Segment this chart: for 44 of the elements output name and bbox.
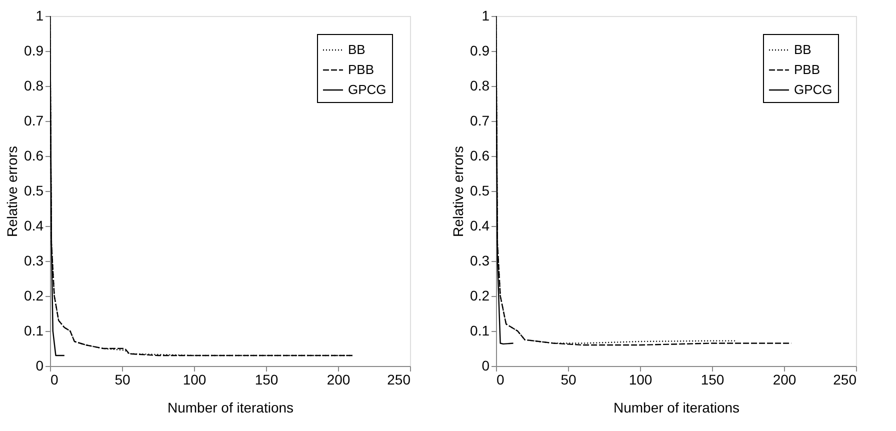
- y-tick-label: 0.4: [470, 218, 490, 234]
- x-tick-label: 0: [50, 372, 58, 388]
- x-tick-label: 200: [326, 372, 350, 388]
- legend-label: GPCG: [348, 82, 386, 97]
- x-tick-label: 150: [254, 372, 278, 388]
- x-axis-title: Number of iterations: [613, 400, 740, 416]
- x-tick-label: 250: [387, 372, 411, 388]
- legend-label: PBB: [348, 62, 374, 77]
- x-tick-label: 50: [560, 372, 576, 388]
- y-tick-label: 0.8: [24, 78, 44, 94]
- x-tick-label: 150: [700, 372, 724, 388]
- y-tick-label: 0.5: [470, 182, 490, 198]
- y-tick-label: 1: [482, 8, 490, 24]
- x-tick-label: 50: [114, 372, 130, 388]
- y-tick-label: 0.1: [470, 322, 490, 338]
- x-axis-title: Number of iterations: [167, 400, 294, 416]
- x-tick-label: 200: [772, 372, 796, 388]
- y-axis-title: Relative errors: [450, 146, 466, 238]
- y-tick-label: 0.3: [470, 252, 490, 268]
- y-tick-label: 0.8: [470, 78, 490, 94]
- y-tick-label: 0.6: [24, 148, 44, 164]
- y-tick-label: 0.4: [24, 218, 44, 234]
- y-tick-label: 0.9: [470, 42, 490, 58]
- y-tick-label: 0.7: [470, 112, 490, 128]
- y-axis-title: Relative errors: [4, 146, 20, 238]
- y-tick-label: 0.5: [24, 182, 44, 198]
- y-tick-label: 0.6: [470, 148, 490, 164]
- x-tick-label: 0: [496, 372, 504, 388]
- y-tick-label: 0.2: [470, 288, 490, 304]
- y-tick-label: 0.7: [24, 112, 44, 128]
- x-tick-label: 100: [182, 372, 206, 388]
- y-tick-label: 0: [36, 358, 44, 374]
- x-tick-label: 100: [628, 372, 652, 388]
- x-tick-label: 250: [833, 372, 857, 388]
- y-tick-label: 0.2: [24, 288, 44, 304]
- y-tick-label: 0.9: [24, 42, 44, 58]
- legend-label: BB: [794, 42, 812, 57]
- y-tick-label: 0: [482, 358, 490, 374]
- y-tick-label: 0.1: [24, 322, 44, 338]
- legend-label: GPCG: [794, 82, 832, 97]
- y-tick-label: 0.3: [24, 252, 44, 268]
- legend-label: PBB: [794, 62, 820, 77]
- legend-label: BB: [348, 42, 366, 57]
- y-tick-label: 1: [36, 8, 44, 24]
